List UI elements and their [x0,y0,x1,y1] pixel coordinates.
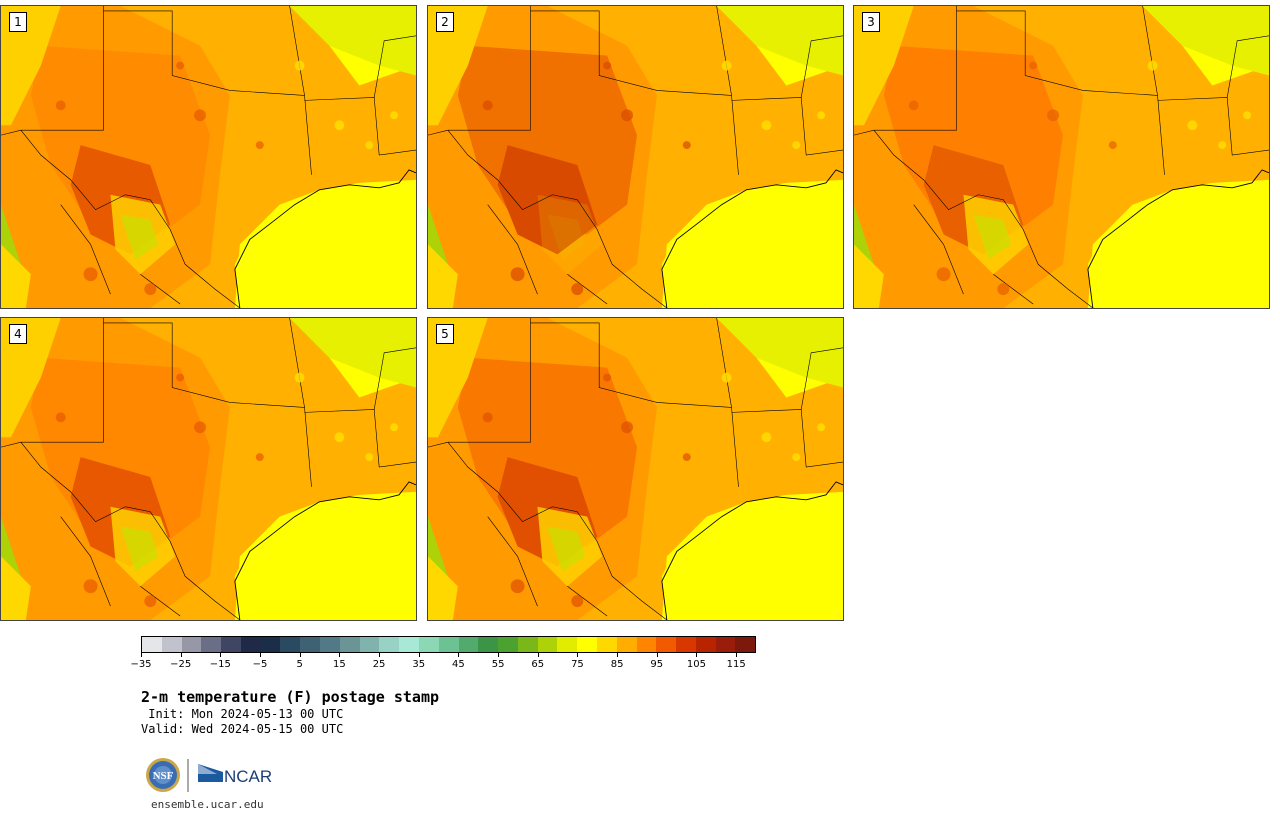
colorbar-tick-label: 95 [650,659,664,670]
colorbar-swatch [438,637,459,652]
colorbar-swatch [418,637,439,652]
colorbar-swatch [458,637,479,652]
colorbar-swatch [142,637,162,652]
colorbar-swatch [695,637,716,652]
colorbar-tick [617,653,619,657]
colorbar-swatch [320,637,340,652]
colorbar-tick [458,653,460,657]
colorbar-tick [220,653,222,657]
colorbar-tick [736,653,738,657]
colorbar-tick-label: 15 [333,659,346,670]
postage-stamp-panel-3: 3 [853,5,1270,309]
colorbar-tick-label: 25 [372,659,386,670]
colorbar-tick-label: 85 [610,659,624,670]
colorbar-swatch [240,637,261,652]
chart-title: 2-m temperature (F) postage stamp [141,688,440,706]
colorbar-swatch [577,637,597,652]
colorbar-swatch [517,637,538,652]
colorbar-tick [537,653,539,657]
colorbar-swatch [616,637,637,652]
member-label: 3 [862,12,880,32]
postage-stamp-panel-1: 1 [0,5,417,309]
colorbar-tick-label: −15 [209,659,231,670]
colorbar-swatch [596,637,617,652]
colorbar-tick [656,653,658,657]
member-label: 2 [436,12,454,32]
colorbar-tick [498,653,500,657]
colorbar-swatch [359,637,380,652]
colorbar-swatch [735,637,756,652]
member-label: 1 [9,12,27,32]
colorbar-swatch [557,637,578,652]
colorbar-swatch [676,637,696,652]
colorbar-ticks: −35 −25 −15 −5 5 15 25 35 45 55 65 75 85 95 105 115 [130,653,756,673]
colorbar-tick [260,653,262,657]
postage-stamp-panel-4: 4 [0,317,417,621]
colorbar-tick [299,653,301,657]
svg-text:NCAR: NCAR [224,767,272,786]
colorbar-swatch [339,637,360,652]
colorbar-tick-label: 115 [726,659,746,670]
member-label: 5 [436,324,454,344]
colorbar-swatch [161,637,182,652]
footer-url: ensemble.ucar.edu [151,798,264,811]
sponsor-logos: NSF NCAR [145,756,275,796]
colorbar-swatch [181,637,202,652]
colorbar-tick-label: 5 [296,659,303,670]
colorbar-tick-label: 65 [531,659,545,670]
colorbar-tick [696,653,698,657]
colorbar-tick [379,653,381,657]
colorbar-swatch [260,637,281,652]
init-time: Init: Mon 2024-05-13 00 UTC [141,707,344,721]
colorbar-tick-label: 35 [412,659,426,670]
colorbar-tick [180,653,182,657]
colorbar-swatch [537,637,558,652]
colorbar-swatch [399,637,419,652]
colorbar-tick-label: 55 [491,659,505,670]
colorbar-swatch [498,637,518,652]
colorbar-swatch [656,637,677,652]
colorbar-tick-label: 45 [452,659,465,670]
colorbar-swatch [300,637,321,652]
valid-time: Valid: Wed 2024-05-15 00 UTC [141,722,344,736]
colorbar-swatch [636,637,657,652]
postage-stamp-panel-2: 2 [427,5,844,309]
colorbar-tick [418,653,420,657]
postage-stamp-panel-5: 5 [427,317,844,621]
colorbar-swatch [201,637,222,652]
colorbar-swatch [280,637,301,652]
colorbar-swatch [715,637,736,652]
colorbar-tick [577,653,579,657]
colorbar-swatch [478,637,499,652]
temperature-colorbar [141,636,756,653]
colorbar-tick [339,653,341,657]
colorbar-tick-label: 105 [686,659,707,670]
colorbar-swatch [221,637,241,652]
svg-text:NSF: NSF [153,770,174,782]
ncar-logo: NCAR [198,764,272,786]
colorbar-tick-label: −35 [130,659,152,670]
member-label: 4 [9,324,27,344]
colorbar-tick-label: −25 [170,659,192,670]
colorbar-tick-label: 75 [571,659,584,670]
colorbar-swatch [379,637,400,652]
colorbar-tick-label: −5 [252,659,268,670]
nsf-logo: NSF [146,758,180,792]
colorbar-tick [141,653,142,657]
